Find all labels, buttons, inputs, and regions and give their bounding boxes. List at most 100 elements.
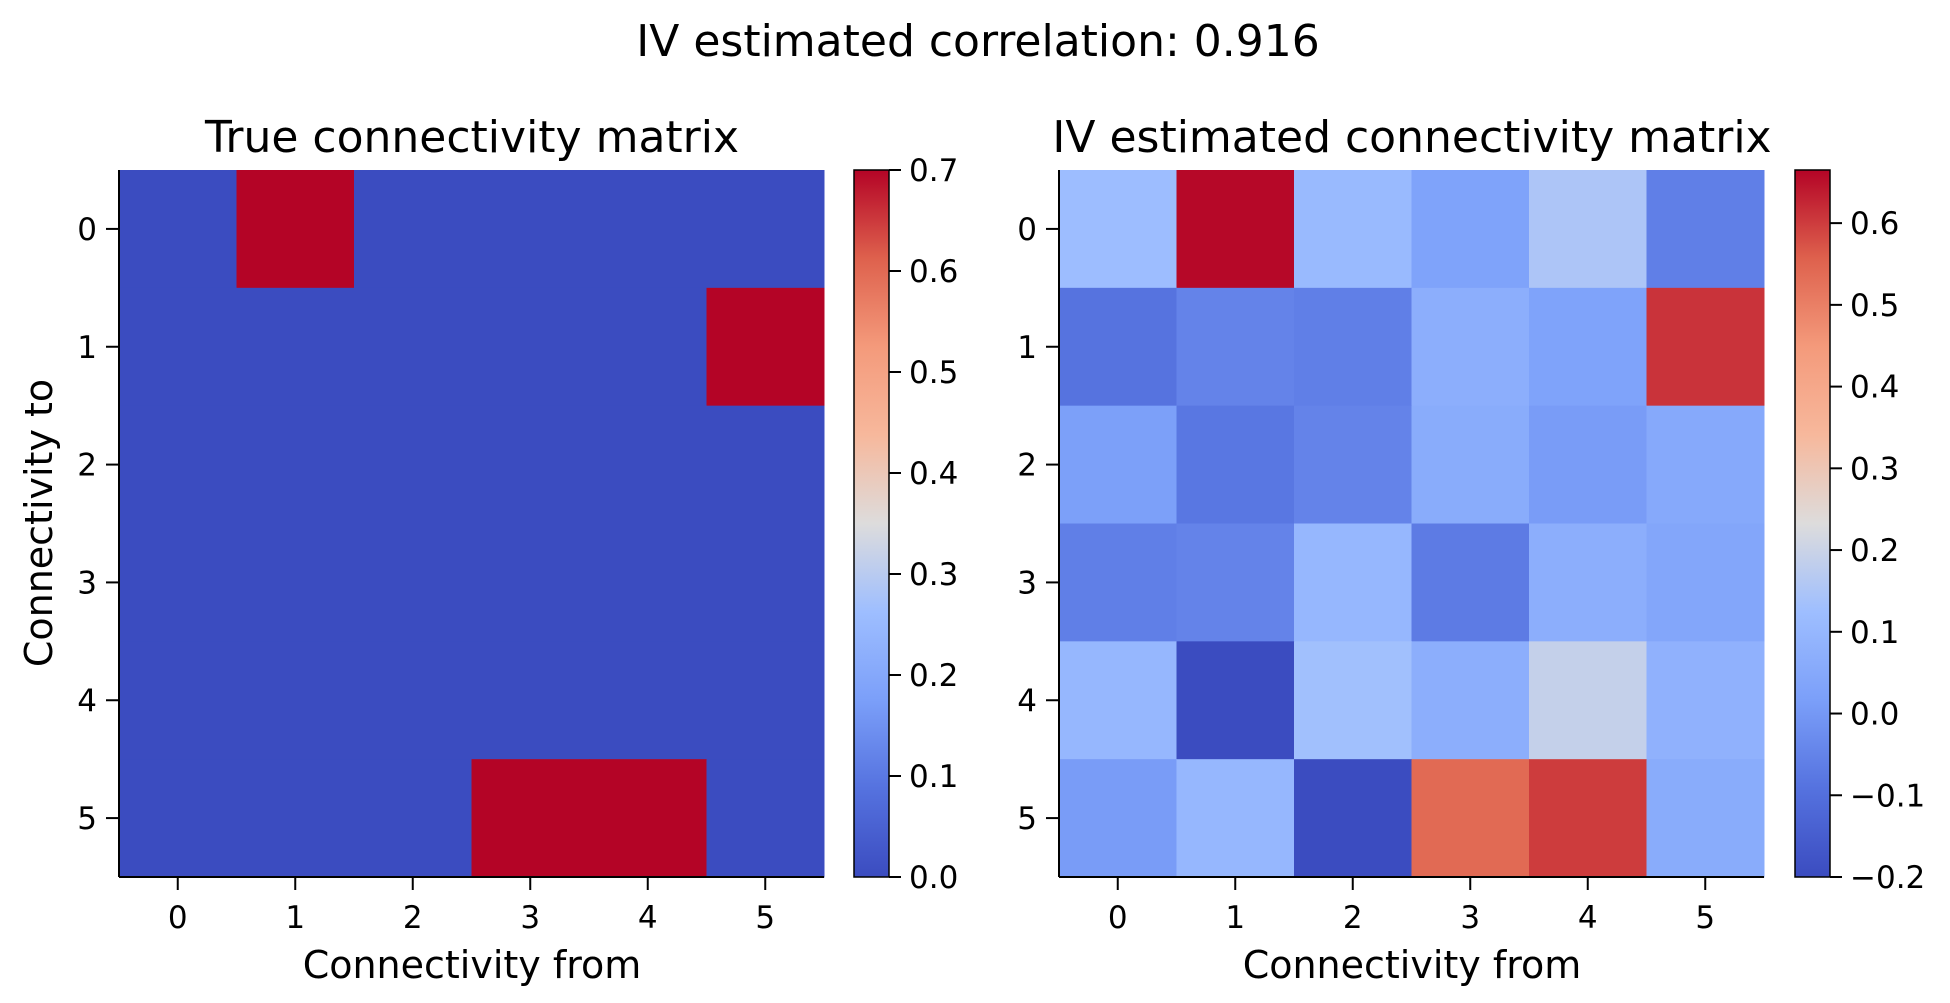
heatmap-cell xyxy=(471,287,590,407)
heatmap-cell xyxy=(119,641,237,760)
heatmap-cell xyxy=(706,170,825,289)
heatmap-cell xyxy=(706,405,825,524)
x-ticks-true: 0 1 2 3 4 5 xyxy=(168,877,775,936)
x-tick-label: 3 xyxy=(1460,900,1480,936)
heatmap-cell xyxy=(1646,287,1765,407)
colorbar-tick-label: 0.6 xyxy=(1850,206,1899,242)
colorbar-tick-label: 0.2 xyxy=(1850,533,1899,569)
y-tick-label: 5 xyxy=(1017,801,1037,837)
y-tick-label: 3 xyxy=(1017,565,1037,601)
heatmap-cell xyxy=(1059,641,1177,760)
heatmap-cell xyxy=(706,641,825,760)
figure-suptitle: IV estimated correlation: 0.916 xyxy=(636,16,1319,67)
colorbar-tick-label: 0.3 xyxy=(909,557,958,593)
heatmap-cell xyxy=(1646,641,1765,760)
x-tick-label: 4 xyxy=(1578,900,1598,936)
y-tick-label: 1 xyxy=(77,330,97,366)
colorbar-tick-label: 0.6 xyxy=(909,254,958,290)
heatmap-cell xyxy=(1411,641,1530,760)
colorbar-tick-label: −0.1 xyxy=(1850,778,1925,814)
heatmap-cell xyxy=(1529,759,1647,878)
heatmap-cell xyxy=(1294,287,1412,407)
y-tick-label: 2 xyxy=(77,448,97,484)
colorbar-tick-label: 0.2 xyxy=(909,658,958,694)
heatmap-cell xyxy=(1294,641,1412,760)
x-tick-label: 0 xyxy=(1108,900,1128,936)
heatmap-cell xyxy=(354,641,472,760)
heatmap-cell xyxy=(119,759,237,878)
heatmap-cell xyxy=(589,287,707,407)
x-tick-label: 1 xyxy=(1225,900,1245,936)
heatmap-cell xyxy=(119,170,237,289)
heatmap-cell xyxy=(1176,405,1295,524)
colorbar-ticks-true: 0.0 0.1 0.2 0.3 0.4 0.5 0.6 0.7 xyxy=(889,153,958,896)
colorbar-ticks-iv: −0.2 −0.1 0.0 0.1 0.2 0.3 0.4 0.5 0.6 xyxy=(1830,206,1925,896)
colorbar-tick-label: 0.4 xyxy=(1850,370,1899,406)
heatmap-cell xyxy=(1059,170,1177,289)
heatmap-cell xyxy=(589,405,707,524)
x-tick-label: 1 xyxy=(285,900,305,936)
heatmap-cell xyxy=(471,523,590,642)
colorbar-tick-label: 0.0 xyxy=(1850,697,1899,733)
heatmap-cell xyxy=(589,759,707,878)
heatmap-cell xyxy=(1529,641,1647,760)
colorbar-true xyxy=(853,169,890,878)
heatmap-cell xyxy=(1411,759,1530,878)
heatmap-cell xyxy=(354,170,472,289)
heatmap-cell xyxy=(1411,287,1530,407)
y-tick-label: 1 xyxy=(1017,330,1037,366)
heatmap-cell xyxy=(1176,641,1295,760)
heatmap-cell xyxy=(1294,405,1412,524)
heatmap-cell xyxy=(119,523,237,642)
chart-title-iv: IV estimated connectivity matrix xyxy=(1052,112,1771,163)
x-tick-label: 5 xyxy=(1695,900,1715,936)
colorbar-tick-label: 0.4 xyxy=(909,456,958,492)
heatmap-cell xyxy=(471,759,590,878)
panel-true-matrix: True connectivity matrix 0 1 2 3 4 5 0 1 2 3 4 5 C… xyxy=(17,112,958,987)
x-axis-label-true: Connectivity from xyxy=(303,943,642,987)
x-tick-label: 2 xyxy=(403,900,423,936)
heatmap-cell xyxy=(1529,170,1647,289)
heatmap-cell xyxy=(471,170,590,289)
heatmap-iv xyxy=(1059,170,1765,878)
y-tick-label: 5 xyxy=(77,801,97,837)
heatmap-cell xyxy=(471,405,590,524)
colorbar-tick-label: 0.0 xyxy=(909,860,958,896)
heatmap-cell xyxy=(1059,759,1177,878)
heatmap-cell xyxy=(236,405,355,524)
chart-title-true: True connectivity matrix xyxy=(204,112,739,163)
y-tick-label: 4 xyxy=(1017,683,1037,719)
heatmap-cell xyxy=(1294,759,1412,878)
y-ticks-iv: 0 1 2 3 4 5 xyxy=(1017,212,1059,837)
heatmap-cell xyxy=(354,405,472,524)
heatmap-cell xyxy=(236,287,355,407)
heatmap-cell xyxy=(589,641,707,760)
y-ticks-true: 0 1 2 3 4 5 xyxy=(77,212,119,837)
heatmap-cell xyxy=(1294,170,1412,289)
colorbar-tick-label: 0.7 xyxy=(909,153,958,189)
heatmap-cell xyxy=(354,759,472,878)
heatmap-cell xyxy=(706,287,825,407)
heatmap-cell xyxy=(1529,405,1647,524)
heatmap-cell xyxy=(1294,523,1412,642)
heatmap-cell xyxy=(119,287,237,407)
colorbar-tick-label: 0.5 xyxy=(1850,288,1899,324)
heatmap-cell xyxy=(471,641,590,760)
heatmap-cell xyxy=(236,523,355,642)
heatmap-cell xyxy=(354,287,472,407)
heatmap-cell xyxy=(1646,759,1765,878)
heatmap-cell xyxy=(1411,170,1530,289)
y-tick-label: 0 xyxy=(77,212,97,248)
y-tick-label: 2 xyxy=(1017,448,1037,484)
heatmap-cell xyxy=(354,523,472,642)
y-tick-label: 0 xyxy=(1017,212,1037,248)
heatmap-cell xyxy=(236,759,355,878)
heatmap-cell xyxy=(1059,287,1177,407)
colorbar-tick-label: 0.1 xyxy=(1850,615,1899,651)
x-tick-label: 0 xyxy=(168,900,188,936)
heatmap-cell xyxy=(1529,523,1647,642)
heatmap-true xyxy=(119,170,825,878)
colorbar-iv xyxy=(1794,169,1831,878)
colorbar-tick-label: 0.3 xyxy=(1850,451,1899,487)
